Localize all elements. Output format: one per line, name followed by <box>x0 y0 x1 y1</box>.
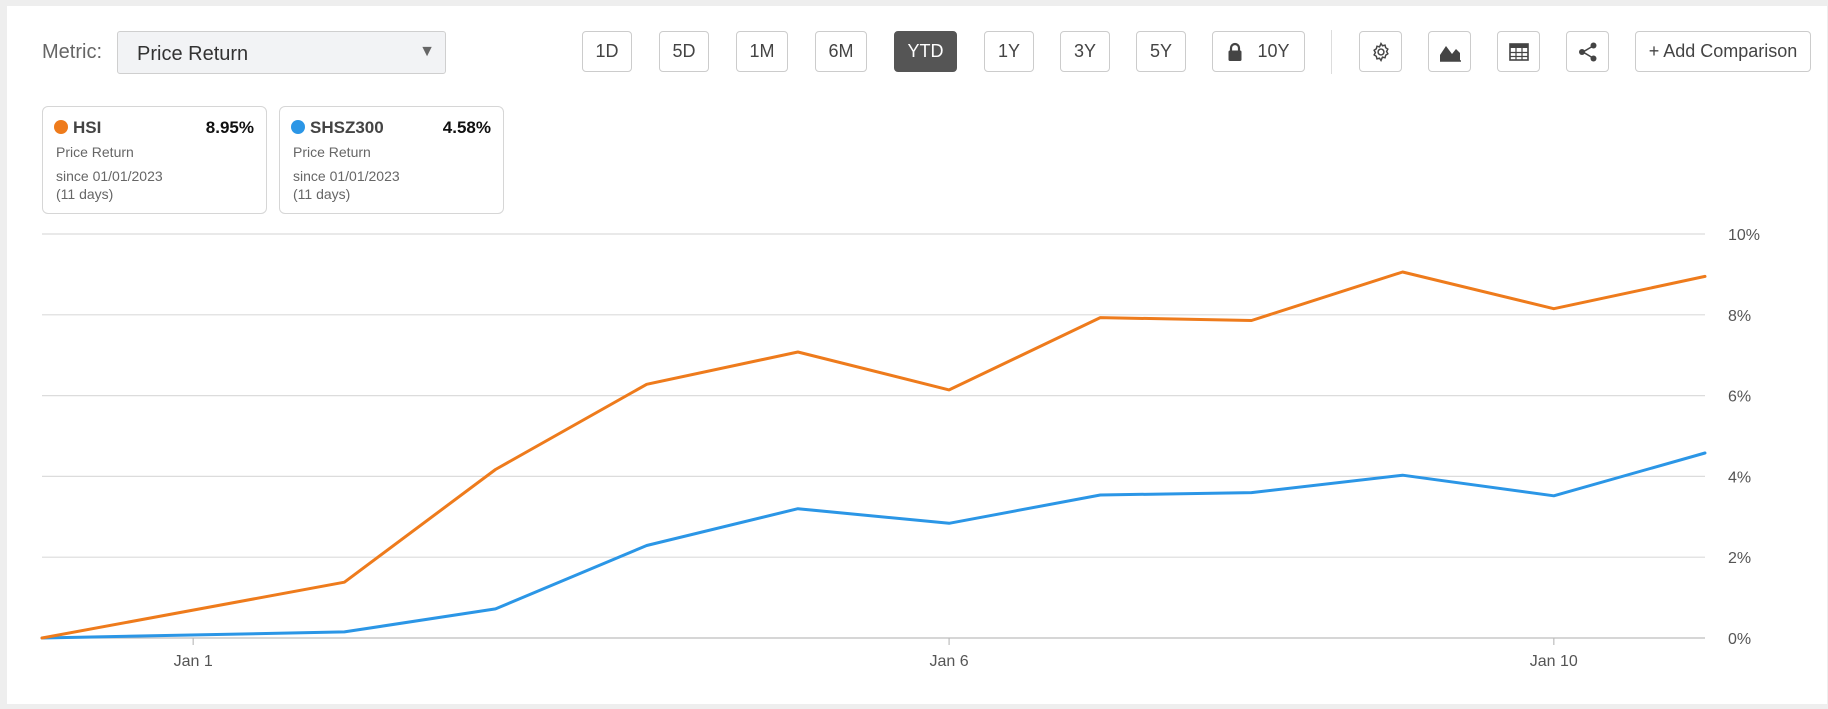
series-days: (11 days) <box>293 186 351 202</box>
caret-down-icon: ▼ <box>419 43 435 60</box>
series-metric: Price Return <box>293 144 371 160</box>
series-dot-icon <box>54 120 68 134</box>
range-label: 5D <box>672 41 696 61</box>
series-value: 4.58% <box>442 118 491 137</box>
chart-type-button[interactable] <box>1428 31 1471 72</box>
x-tick-label: Jan 6 <box>930 653 969 670</box>
range-label: YTD <box>907 41 944 61</box>
range-button-3y[interactable]: 3Y <box>1060 31 1110 72</box>
settings-button[interactable] <box>1359 31 1402 72</box>
area-chart-icon <box>1438 41 1462 63</box>
range-button-6m[interactable]: 6M <box>815 31 867 72</box>
series-since: since 01/01/2023 <box>293 168 400 184</box>
series-since: since 01/01/2023 <box>56 168 163 184</box>
range-button-ytd[interactable]: YTD <box>894 31 957 72</box>
range-label: 1M <box>749 41 775 61</box>
series-days: (11 days) <box>56 186 114 202</box>
y-tick-label: 4% <box>1728 469 1751 486</box>
share-icon <box>1577 41 1599 63</box>
y-tick-label: 0% <box>1728 631 1751 648</box>
range-label: 6M <box>828 41 854 61</box>
range-button-1d[interactable]: 1D <box>582 31 632 72</box>
x-tick-label: Jan 10 <box>1530 653 1578 670</box>
metric-select[interactable]: Price Return ▼ <box>117 31 446 74</box>
gear-icon <box>1370 41 1392 63</box>
legend-card-hsi[interactable]: HSI 8.95% Price Return since 01/01/2023 … <box>42 106 267 214</box>
table-icon <box>1508 42 1530 62</box>
range-button-5d[interactable]: 5D <box>659 31 709 72</box>
series-name: SHSZ300 <box>310 118 384 137</box>
series-value: 8.95% <box>205 118 254 137</box>
lock-icon <box>1227 42 1243 62</box>
legend-card-shsz300[interactable]: SHSZ300 4.58% Price Return since 01/01/2… <box>279 106 504 214</box>
range-label: 1Y <box>997 41 1021 61</box>
range-button-10y[interactable]: 10Y <box>1212 31 1305 72</box>
range-button-5y[interactable]: 5Y <box>1136 31 1186 72</box>
y-tick-label: 8% <box>1728 308 1751 325</box>
y-tick-label: 10% <box>1728 227 1760 244</box>
toolbar-divider <box>1331 30 1332 74</box>
metric-label: Metric: <box>42 41 102 63</box>
table-view-button[interactable] <box>1497 31 1540 72</box>
share-button[interactable] <box>1566 31 1609 72</box>
metric-select-value: Price Return <box>137 43 249 65</box>
range-label: 10Y <box>1257 41 1290 61</box>
add-comparison-label: + Add Comparison <box>1648 41 1798 61</box>
series-dot-icon <box>291 120 305 134</box>
range-button-1y[interactable]: 1Y <box>984 31 1034 72</box>
y-tick-label: 2% <box>1728 550 1751 567</box>
series-line-shsz300 <box>40 451 1707 640</box>
range-button-1m[interactable]: 1M <box>736 31 788 72</box>
series-line-hsi <box>40 270 1707 640</box>
series-metric: Price Return <box>56 144 134 160</box>
range-label: 5Y <box>1149 41 1173 61</box>
add-comparison-button[interactable]: + Add Comparison <box>1635 31 1811 72</box>
range-label: 1D <box>595 41 619 61</box>
range-label: 3Y <box>1073 41 1097 61</box>
series-name: HSI <box>73 118 102 137</box>
y-tick-label: 6% <box>1728 389 1751 406</box>
x-tick-label: Jan 1 <box>174 653 213 670</box>
